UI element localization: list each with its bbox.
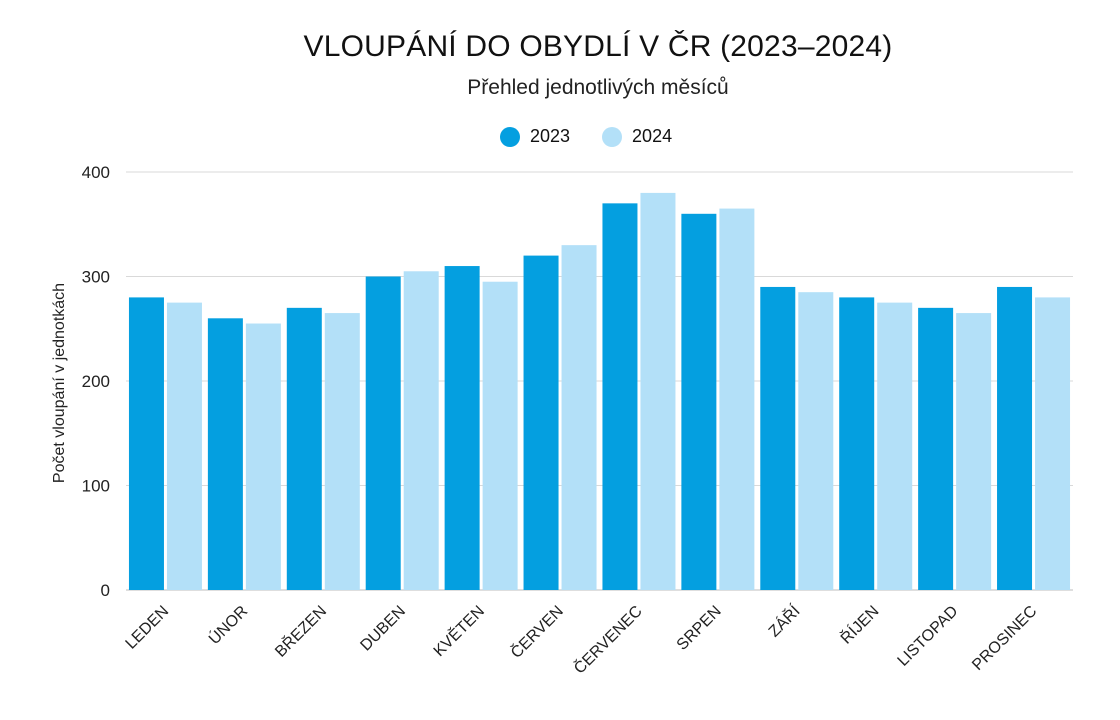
- legend: 2023 2024: [500, 126, 672, 147]
- bar-2023-březen: [286, 307, 322, 590]
- x-tick-label: LEDEN: [123, 603, 173, 653]
- bar-2024-prosinec: [1035, 297, 1071, 590]
- x-tick-label: ČERVEN: [506, 601, 566, 661]
- bar-2023-červen: [523, 255, 559, 590]
- bar-2023-únor: [207, 318, 243, 590]
- y-tick-label: 0: [101, 581, 110, 600]
- bar-2024-květen: [482, 281, 518, 590]
- bar-2024-srpen: [719, 208, 755, 590]
- x-tick-label: ŘÍJEN: [836, 601, 882, 647]
- bar-2023-duben: [365, 276, 401, 590]
- legend-label-2024: 2024: [632, 126, 673, 146]
- x-tick-label: SRPEN: [674, 603, 725, 654]
- bar-2023-říjen: [839, 297, 875, 590]
- bar-2024-září: [798, 292, 834, 590]
- legend-item-2024: 2024: [602, 126, 672, 147]
- legend-item-2023: 2023: [500, 126, 570, 147]
- x-tick-label: BŘEZEN: [271, 601, 330, 660]
- bar-2023-prosinec: [997, 286, 1033, 590]
- y-tick-label: 400: [82, 163, 110, 182]
- x-tick-label: ČERVENEC: [570, 601, 646, 677]
- bar-2023-srpen: [681, 213, 717, 591]
- bar-2024-listopad: [956, 313, 992, 590]
- legend-swatch-2024: [602, 126, 623, 147]
- y-tick-label: 200: [82, 372, 110, 391]
- bar-2024-únor: [245, 323, 281, 590]
- bar-2024-duben: [403, 271, 439, 590]
- bar-2023-leden: [128, 297, 164, 590]
- y-tick-label: 100: [82, 477, 110, 496]
- x-tick-label: ZÁŘÍ: [764, 601, 804, 641]
- x-tick-label: ÚNOR: [204, 601, 251, 648]
- bar-2023-listopad: [918, 307, 954, 590]
- bar-2023-září: [760, 286, 796, 590]
- y-tick-label: 300: [82, 268, 110, 287]
- legend-label-2023: 2023: [530, 126, 571, 146]
- bar-2024-červen: [561, 245, 597, 590]
- x-tick-label: LISTOPAD: [895, 603, 962, 670]
- bar-2024-leden: [166, 302, 202, 590]
- chart-title: VLOUPÁNÍ DO OBYDLÍ V ČR (2023–2024): [303, 30, 893, 63]
- chart-subtitle: Přehled jednotlivých měsíců: [467, 76, 729, 99]
- bar-2024-červenec: [640, 192, 676, 590]
- bar-2023-květen: [444, 266, 480, 590]
- bar-2024-říjen: [877, 302, 913, 590]
- bar-2024-březen: [324, 313, 360, 590]
- x-tick-label: PROSINEC: [969, 603, 1040, 674]
- bar-2023-červenec: [602, 203, 638, 590]
- y-axis-label: Počet vloupání v jednotkách: [51, 283, 68, 483]
- x-tick-label: KVĚTEN: [429, 601, 488, 660]
- legend-swatch-2023: [500, 126, 520, 147]
- x-tick-label: DUBEN: [357, 603, 409, 655]
